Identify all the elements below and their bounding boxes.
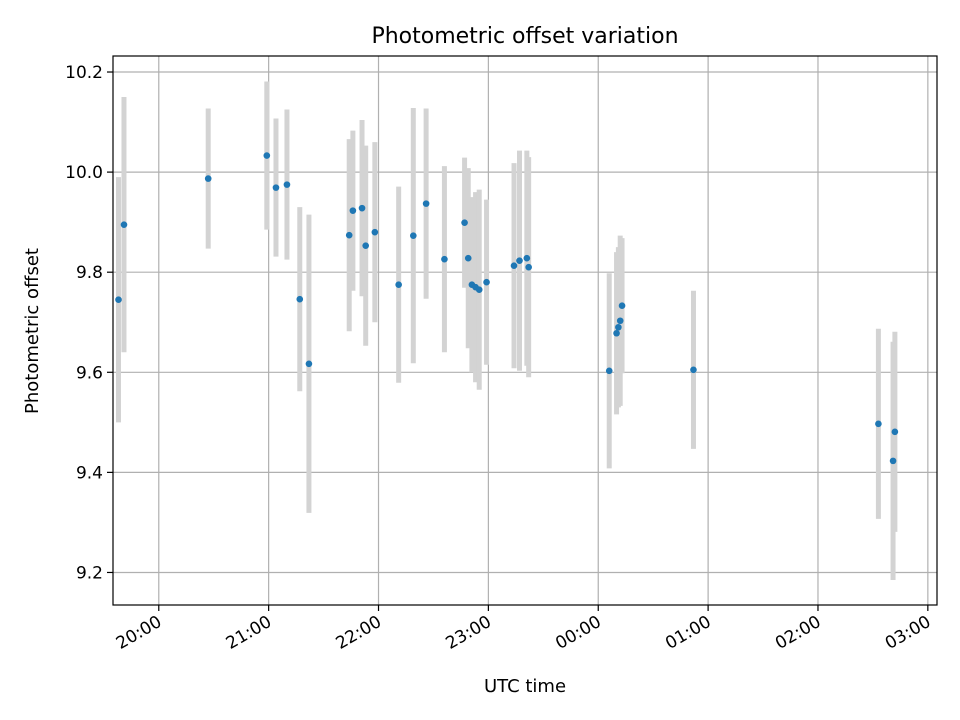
chart-title: Photometric offset variation: [371, 24, 678, 49]
data-point: [422, 200, 430, 207]
x-axis-label: UTC time: [484, 676, 566, 697]
data-point: [395, 281, 402, 289]
data-point: [296, 295, 304, 303]
data-point: [615, 323, 622, 331]
data-point: [891, 428, 899, 436]
grid-lines: [113, 56, 937, 605]
y-tick-label: 10.0: [65, 163, 103, 183]
y-axis-ticks: 9.2 9.4 9.6 9.8 10.0 10.2: [65, 63, 113, 583]
data-point: [115, 296, 122, 304]
plot-area-frame: [112, 55, 938, 606]
y-tick-label: 9.8: [76, 263, 103, 283]
data-point: [523, 254, 531, 262]
data-point: [605, 367, 613, 375]
y-tick-label: 9.4: [76, 463, 103, 483]
data-point: [613, 329, 620, 337]
data-point: [358, 204, 366, 212]
data-point: [410, 232, 417, 239]
data-point: [204, 175, 212, 182]
data-point: [362, 242, 369, 249]
data-point: [441, 255, 448, 263]
y-tick-label: 9.2: [76, 563, 103, 583]
data-point: [120, 221, 128, 228]
data-point: [263, 152, 271, 159]
data-point: [889, 457, 897, 465]
data-point: [875, 420, 882, 428]
data-point: [272, 184, 280, 191]
data-point: [616, 317, 624, 325]
data-point: [305, 360, 313, 368]
data-point: [690, 366, 697, 374]
data-point: [371, 228, 379, 236]
data-point: [475, 286, 483, 294]
y-tick-label: 9.6: [76, 363, 103, 383]
data-point: [483, 278, 490, 286]
data-point: [461, 219, 468, 226]
data-points: [115, 152, 899, 465]
data-point: [525, 263, 532, 271]
data-point: [283, 181, 291, 188]
y-tick-label: 10.2: [65, 63, 103, 83]
data-point: [618, 302, 626, 310]
data-point: [510, 262, 518, 269]
y-axis-label: Photometric offset: [22, 248, 43, 414]
data-point: [345, 231, 353, 239]
data-point: [464, 254, 472, 262]
data-point: [349, 207, 357, 214]
data-point: [516, 257, 523, 264]
